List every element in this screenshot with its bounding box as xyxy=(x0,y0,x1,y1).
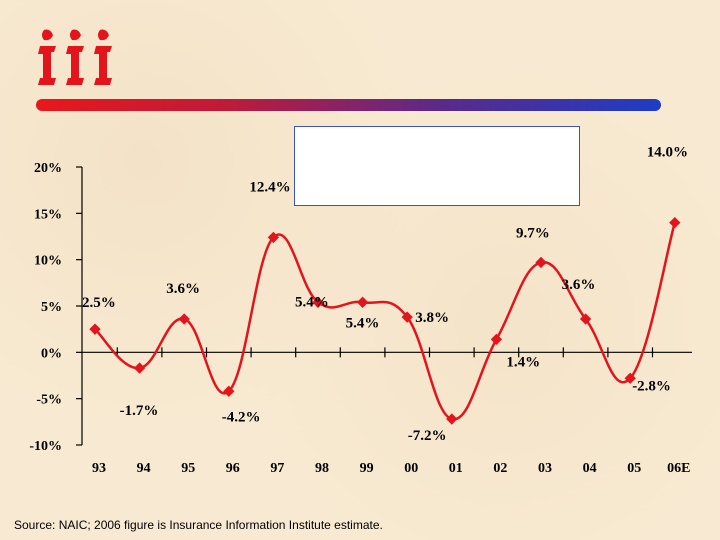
header-rule xyxy=(36,99,661,111)
y-tick-label: 20% xyxy=(34,161,62,176)
data-label: -2.8% xyxy=(632,378,671,394)
data-label: 5.4% xyxy=(346,315,380,331)
data-point xyxy=(356,296,369,308)
y-tick-label: 15% xyxy=(34,207,62,222)
data-label: 1.4% xyxy=(506,354,540,370)
x-tick-label: 06E xyxy=(667,461,690,476)
x-tick-label: 00 xyxy=(404,461,418,476)
y-tick-label: 0% xyxy=(41,346,62,361)
data-label: 3.8% xyxy=(415,310,449,326)
x-tick-label: 98 xyxy=(315,461,329,476)
data-point xyxy=(223,385,235,397)
data-label: 3.6% xyxy=(562,277,596,293)
data-label: 9.7% xyxy=(516,225,550,241)
data-label: -1.7% xyxy=(120,403,159,419)
x-tick-label: 96 xyxy=(226,461,240,476)
x-tick-label: 01 xyxy=(449,461,463,476)
y-tick-label: -5% xyxy=(36,393,62,408)
source-note: Source: NAIC; 2006 figure is Insurance I… xyxy=(14,518,383,532)
data-label: 12.4% xyxy=(249,179,290,195)
data-point xyxy=(178,313,190,325)
data-point xyxy=(312,296,324,308)
data-point xyxy=(579,313,592,325)
data-point xyxy=(624,372,636,384)
data-label: 3.6% xyxy=(166,281,200,297)
x-tick-label: 94 xyxy=(137,461,151,476)
x-tick-label: 04 xyxy=(583,461,597,476)
data-label: -7.2% xyxy=(408,428,447,444)
x-tick-label: 93 xyxy=(92,461,106,476)
title-box xyxy=(294,126,580,206)
data-label: -4.2% xyxy=(222,409,261,425)
y-tick-labels: 20% 15% 10% 5% 0% -5% -10% xyxy=(29,161,62,454)
data-point xyxy=(446,413,458,425)
x-tick-label: 02 xyxy=(493,461,507,476)
data-label: 5.4% xyxy=(295,294,329,310)
chart-axes xyxy=(76,166,692,446)
x-tick-labels: 93 94 95 96 97 98 99 00 01 02 03 04 05 06E xyxy=(92,461,690,476)
x-tick-label: 99 xyxy=(360,461,374,476)
x-tick-label: 97 xyxy=(270,461,284,476)
data-point xyxy=(133,362,146,374)
data-point xyxy=(669,216,681,229)
x-tick-label: 05 xyxy=(627,461,641,476)
iii-logo xyxy=(38,29,112,85)
data-label: 14.0% xyxy=(647,145,688,161)
data-point xyxy=(535,256,547,269)
x-tick-label: 03 xyxy=(538,461,552,476)
data-point xyxy=(490,333,503,346)
data-markers xyxy=(89,216,681,425)
y-tick-label: -10% xyxy=(29,439,62,454)
y-tick-label: 5% xyxy=(41,300,62,315)
y-tick-label: 10% xyxy=(34,254,62,269)
data-label: 2.5% xyxy=(82,295,116,311)
x-tick-label: 95 xyxy=(181,461,195,476)
data-labels: 2.5% -1.7% 3.6% -4.2% 12.4% 5.4% 5.4% 3.8% -7.2%… xyxy=(82,145,688,444)
data-point xyxy=(401,311,413,323)
data-point xyxy=(267,231,280,244)
